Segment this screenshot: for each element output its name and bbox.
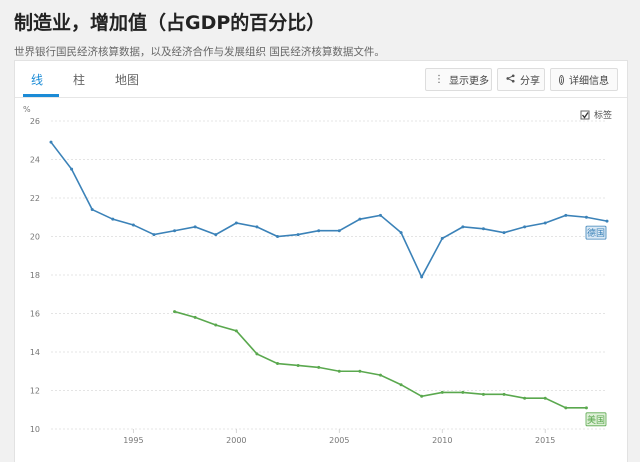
labels-checkbox-label: 标签 (594, 109, 612, 121)
data-point[interactable] (276, 362, 280, 366)
chart-card: 线 柱 地图 ⋮ 显示更多 分享 i 详细信息 % 10 12 14 16 18 20 22 2… (14, 60, 628, 462)
y-axis: % 10 12 14 16 18 20 22 24 26 (23, 105, 40, 434)
active-tab-indicator (23, 94, 59, 97)
details-label: 详细信息 (569, 76, 609, 87)
data-point[interactable] (502, 231, 506, 235)
data-point[interactable] (152, 233, 156, 237)
x-tick-label: 1995 (123, 436, 143, 445)
data-point[interactable] (440, 236, 444, 240)
y-tick-label: 14 (30, 348, 40, 357)
x-tick-label: 2010 (432, 436, 452, 445)
data-point[interactable] (193, 315, 197, 319)
y-tick-label: 16 (30, 310, 40, 319)
data-point[interactable] (584, 215, 588, 219)
data-point[interactable] (276, 235, 280, 238)
check-icon (581, 112, 589, 119)
tab-bar[interactable]: 柱 (73, 73, 86, 87)
data-point[interactable] (523, 396, 527, 400)
data-point[interactable] (255, 352, 259, 356)
data-point[interactable] (90, 208, 94, 212)
y-tick-label: 20 (30, 233, 40, 242)
legend: 标签 (580, 109, 612, 121)
x-tick-label: 2000 (226, 436, 246, 445)
data-point[interactable] (378, 213, 382, 217)
series-tag (585, 225, 607, 240)
x-tick-label: 2005 (329, 436, 349, 445)
page-title: 制造业，增加值（占GDP的百分比） (14, 12, 326, 34)
x-tick-label: 2015 (535, 436, 555, 445)
data-point[interactable] (543, 221, 547, 225)
data-point[interactable] (564, 213, 568, 217)
data-point[interactable] (543, 396, 547, 400)
data-point[interactable] (399, 231, 403, 235)
data-point[interactable] (399, 383, 403, 387)
data-point[interactable] (481, 227, 485, 231)
y-tick-label: 26 (30, 117, 40, 126)
data-point[interactable] (358, 217, 362, 221)
labels-checkbox[interactable] (580, 110, 590, 120)
share-icon (506, 73, 515, 86)
data-point[interactable] (420, 394, 424, 398)
data-point[interactable] (296, 233, 300, 237)
y-tick-label: 22 (30, 194, 40, 203)
data-point[interactable] (564, 406, 568, 410)
show-more-button[interactable]: ⋮ 显示更多 (425, 68, 492, 91)
series-line-0 (50, 141, 608, 279)
data-point[interactable] (214, 233, 218, 237)
data-point[interactable] (461, 225, 465, 229)
x-axis: 1995 2000 2005 2010 2015 (123, 429, 555, 445)
y-tick-label: 10 (30, 425, 40, 434)
data-point[interactable] (296, 363, 300, 367)
y-axis-unit-label: % (23, 105, 31, 114)
data-point[interactable] (337, 229, 341, 233)
show-more-label: 显示更多 (449, 76, 489, 87)
series-tag-label: 德国 (587, 227, 605, 239)
page-subtitle: 世界银行国民经济核算数据，以及经济合作与发展组织 国民经济核算数据文件。 (14, 46, 385, 58)
data-point[interactable] (49, 140, 53, 144)
data-point[interactable] (173, 229, 177, 233)
data-point[interactable] (173, 310, 177, 314)
data-point[interactable] (193, 225, 197, 229)
data-point[interactable] (317, 365, 321, 369)
tab-map[interactable]: 地图 (115, 73, 140, 87)
data-point[interactable] (523, 225, 527, 229)
series-line-1 (174, 310, 587, 409)
data-point[interactable] (255, 225, 259, 229)
data-point[interactable] (461, 390, 465, 394)
tabs-divider (15, 97, 627, 98)
data-point[interactable] (70, 167, 74, 171)
data-point[interactable] (214, 323, 218, 327)
series-tag-label: 美国 (587, 414, 605, 426)
data-point[interactable] (234, 221, 238, 225)
data-point[interactable] (502, 392, 506, 396)
grid-lines (51, 120, 607, 430)
y-tick-label: 24 (30, 156, 40, 165)
line-chart: % 10 12 14 16 18 20 22 24 26 1995 2000 2005 2010 2015… (23, 105, 612, 445)
info-icon: i (559, 74, 564, 85)
details-button[interactable]: i 详细信息 (550, 68, 618, 91)
data-point[interactable] (378, 373, 382, 377)
data-point[interactable] (131, 223, 135, 227)
data-point[interactable] (584, 406, 588, 410)
data-point[interactable] (358, 369, 362, 373)
share-button[interactable]: 分享 (497, 68, 545, 91)
series-tag (585, 412, 607, 427)
y-tick-label: 18 (30, 271, 40, 280)
tab-line[interactable]: 线 (31, 73, 44, 87)
data-point[interactable] (317, 229, 321, 233)
data-point[interactable] (420, 275, 424, 279)
data-point[interactable] (605, 219, 609, 223)
y-tick-label: 12 (30, 387, 40, 396)
data-point[interactable] (111, 217, 115, 221)
vertical-ellipsis-icon: ⋮ (434, 74, 444, 85)
data-point[interactable] (481, 392, 485, 396)
data-point[interactable] (337, 369, 341, 373)
data-point[interactable] (234, 329, 238, 333)
share-label: 分享 (520, 76, 540, 87)
data-point[interactable] (440, 390, 444, 394)
